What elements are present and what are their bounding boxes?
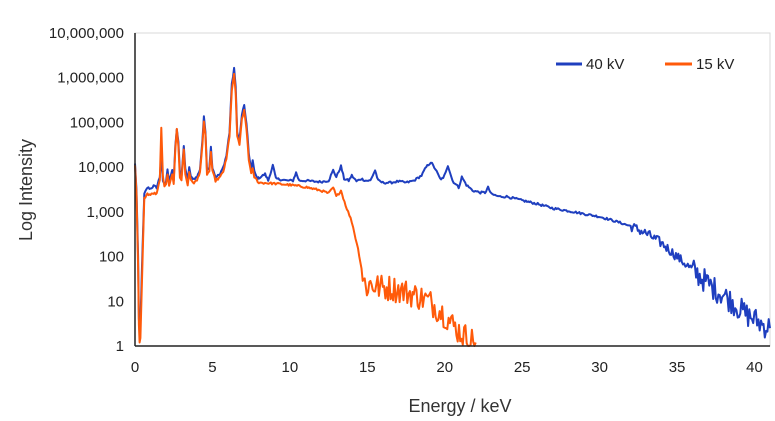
y-tick-label: 1: [116, 338, 124, 355]
y-tick-label: 1,000: [86, 204, 124, 221]
y-tick-label: 10,000,000: [49, 25, 124, 42]
x-tick-label: 10: [282, 359, 299, 376]
y-axis-title: Log Intensity: [16, 139, 36, 241]
x-tick-label: 15: [359, 359, 376, 376]
x-tick-label: 40: [746, 359, 763, 376]
x-tick-label: 0: [131, 359, 139, 376]
x-axis-title: Energy / keV: [408, 396, 511, 416]
x-tick-label: 35: [669, 359, 686, 376]
y-tick-label: 10,000: [78, 159, 124, 176]
series-layer: [134, 66, 771, 347]
y-tick-label: 100: [99, 249, 124, 266]
legend: 40 kV 15 kV: [556, 56, 734, 73]
x-tick-label: 20: [436, 359, 453, 376]
plot-area: [134, 32, 771, 347]
y-tick-label: 10: [107, 293, 124, 310]
series-line-15-kv: [134, 72, 477, 347]
y-tick-label: 1,000,000: [57, 70, 124, 87]
legend-label-15kv: 15 kV: [696, 56, 734, 73]
x-tick-label: 25: [514, 359, 531, 376]
y-tick-labels: 1 10 100 1,000 10,000 100,000 1,000,000 10,000,…: [49, 25, 124, 355]
legend-label-40kv: 40 kV: [586, 56, 624, 73]
x-tick-label: 30: [591, 359, 608, 376]
plot-frame: [134, 32, 771, 347]
y-tick-label: 100,000: [70, 114, 124, 131]
x-tick-label: 5: [208, 359, 216, 376]
x-tick-labels: 0 5 10 15 20 25 30 35 40: [131, 359, 763, 376]
